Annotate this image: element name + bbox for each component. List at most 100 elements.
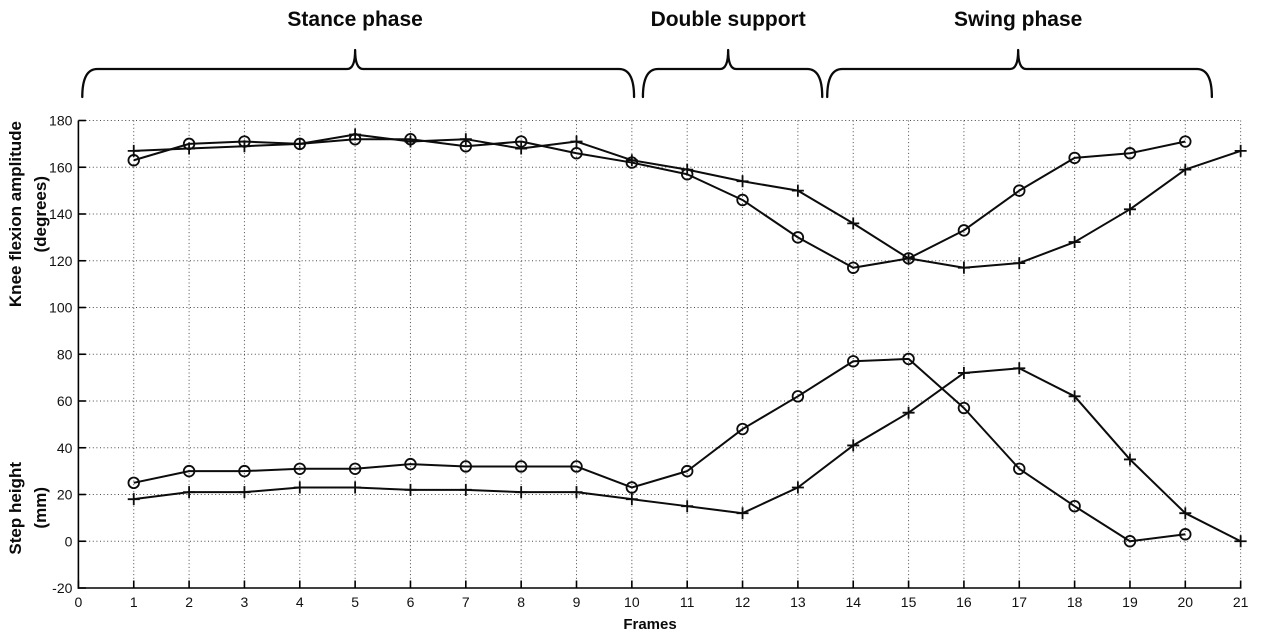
marker-circle-knee-flexion-circle <box>957 224 971 237</box>
marker-circle-step-height-circle <box>404 457 417 471</box>
marker-circle-step-height-circle <box>127 476 140 490</box>
marker-plus-knee-flexion-plus <box>459 133 472 146</box>
marker-plus-knee-flexion-plus <box>570 135 583 148</box>
marker-circle-knee-flexion-circle <box>1179 135 1192 148</box>
x-tick-label: 15 <box>901 594 917 610</box>
x-tick-label: 0 <box>75 594 83 610</box>
x-tick-label: 7 <box>462 594 470 610</box>
marker-circle-step-height-circle <box>182 464 196 478</box>
marker-circle-step-height-circle <box>238 464 251 478</box>
y-tick-label: 100 <box>49 300 73 316</box>
y-tick-label: -20 <box>52 580 72 596</box>
x-tick-label: 11 <box>680 594 695 610</box>
marker-circle-knee-flexion-circle <box>1013 184 1026 197</box>
marker-circle-step-height-circle <box>957 401 971 415</box>
marker-plus-knee-flexion-plus <box>625 154 638 167</box>
marker-plus-knee-flexion-plus <box>1068 236 1081 249</box>
marker-plus-step-height-plus <box>127 493 140 506</box>
marker-circle-step-height-circle <box>847 355 860 368</box>
marker-plus-knee-flexion-plus <box>847 217 860 230</box>
phase-brace-1 <box>81 48 636 99</box>
x-tick-label: 21 <box>1233 594 1249 610</box>
x-tick-label: 19 <box>1122 594 1138 610</box>
x-tick-label: 17 <box>1011 594 1027 610</box>
y-tick-label: 140 <box>49 206 73 222</box>
marker-plus-step-height-plus <box>902 406 915 419</box>
phase-brace-2 <box>641 48 824 99</box>
marker-circle-knee-flexion-circle <box>791 231 805 244</box>
y-tick-label: 0 <box>65 533 73 549</box>
y-tick-label: 160 <box>49 159 73 175</box>
series-step-height-circle <box>133 357 1186 543</box>
marker-plus-step-height-plus <box>681 500 694 513</box>
marker-circle-knee-flexion-circle <box>1068 151 1081 165</box>
x-tick-label: 8 <box>517 594 525 610</box>
y-tick-label: 60 <box>57 393 73 409</box>
marker-plus-knee-flexion-plus <box>791 184 804 197</box>
marker-plus-step-height-plus <box>349 481 362 494</box>
marker-plus-step-height-plus <box>183 486 196 499</box>
marker-circle-step-height-circle <box>1013 462 1026 475</box>
marker-circle-step-height-circle <box>736 422 749 436</box>
x-tick-label: 18 <box>1067 594 1083 610</box>
marker-plus-knee-flexion-plus <box>127 144 140 157</box>
marker-plus-knee-flexion-plus <box>515 142 528 155</box>
marker-circle-knee-flexion-circle <box>847 261 860 274</box>
y-tick-label: 180 <box>49 113 73 129</box>
marker-plus-knee-flexion-plus <box>349 128 362 141</box>
marker-circle-step-height-circle <box>348 462 362 475</box>
x-tick-label: 10 <box>624 594 640 610</box>
marker-plus-knee-flexion-plus <box>1013 257 1026 270</box>
marker-plus-step-height-plus <box>957 366 970 379</box>
marker-circle-step-height-circle <box>1179 528 1192 541</box>
x-tick-label: 20 <box>1178 594 1194 610</box>
marker-plus-step-height-plus <box>515 486 528 499</box>
marker-circle-step-height-circle <box>680 464 694 478</box>
marker-plus-knee-flexion-plus <box>1179 163 1192 176</box>
marker-plus-knee-flexion-plus <box>736 175 749 188</box>
marker-plus-step-height-plus <box>625 493 638 506</box>
marker-circle-step-height-circle <box>791 390 805 403</box>
x-tick-label: 13 <box>790 594 806 610</box>
x-tick-label: 14 <box>845 594 861 610</box>
marker-plus-knee-flexion-plus <box>1123 203 1136 216</box>
marker-plus-step-height-plus <box>1123 453 1136 466</box>
marker-plus-knee-flexion-plus <box>293 137 306 150</box>
x-tick-label: 2 <box>185 594 193 610</box>
x-tick-label: 16 <box>956 594 972 610</box>
phase-label-double-support: Double support <box>650 8 806 31</box>
x-tick-label: 12 <box>735 594 751 610</box>
marker-plus-step-height-plus <box>238 486 251 499</box>
x-axis-label: Frames <box>623 616 677 633</box>
marker-plus-step-height-plus <box>736 507 749 520</box>
x-tick-label: 9 <box>573 594 581 610</box>
marker-plus-knee-flexion-plus <box>404 135 417 148</box>
marker-plus-step-height-plus <box>791 481 804 494</box>
marker-plus-step-height-plus <box>1068 390 1081 403</box>
marker-plus-step-height-plus <box>570 486 583 499</box>
y-tick-label: 120 <box>49 253 73 269</box>
marker-circle-step-height-circle <box>1123 535 1137 548</box>
y-tick-label: 40 <box>57 440 73 456</box>
y-tick-label: 80 <box>57 346 73 362</box>
marker-plus-knee-flexion-plus <box>238 140 251 153</box>
phase-brace-3 <box>826 48 1214 99</box>
marker-plus-step-height-plus <box>1234 535 1247 548</box>
x-tick-label: 3 <box>241 594 249 610</box>
x-tick-label: 4 <box>296 594 304 610</box>
marker-circle-knee-flexion-circle <box>736 193 749 207</box>
marker-circle-step-height-circle <box>1068 499 1081 513</box>
marker-circle-knee-flexion-circle <box>1123 147 1137 160</box>
x-tick-label: 5 <box>351 594 359 610</box>
x-tick-label: 1 <box>130 594 138 610</box>
phase-label-stance: Stance phase <box>287 8 423 31</box>
y-tick-label: 20 <box>57 487 73 503</box>
marker-circle-step-height-circle <box>902 352 915 366</box>
marker-circle-step-height-circle <box>459 460 473 473</box>
marker-plus-knee-flexion-plus <box>183 142 196 155</box>
marker-circle-step-height-circle <box>570 460 583 473</box>
marker-plus-knee-flexion-plus <box>957 261 970 274</box>
phase-label-swing: Swing phase <box>953 8 1083 31</box>
